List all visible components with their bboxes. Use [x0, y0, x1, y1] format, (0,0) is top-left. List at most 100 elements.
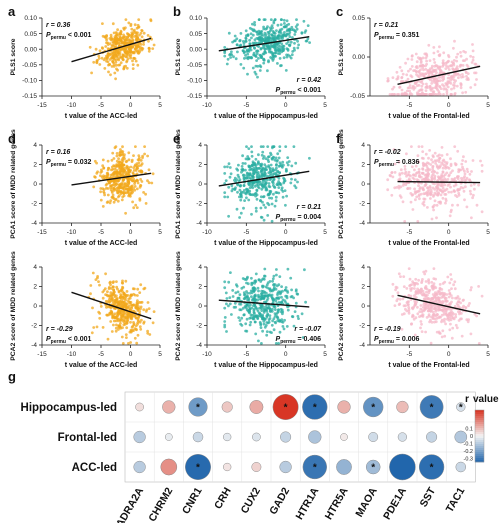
- heatmap-column-label: CNR1: [180, 485, 205, 516]
- scatter-point: [426, 167, 430, 170]
- scatter-point: [296, 39, 299, 43]
- scatter-point: [113, 71, 117, 75]
- scatter-point: [435, 71, 438, 74]
- legend-color-step: [475, 446, 484, 449]
- x-axis-label: t value of the Frontal-led: [388, 240, 469, 247]
- scatter-point: [246, 291, 250, 295]
- scatter-point: [407, 300, 410, 304]
- scatter-point: [223, 320, 227, 323]
- scatter-point: [304, 39, 308, 43]
- scatter-point: [428, 67, 432, 71]
- scatter-point: [283, 25, 287, 29]
- scatter-point: [112, 313, 115, 317]
- scatter-point: [252, 286, 256, 290]
- scatter-point: [438, 188, 442, 192]
- scatter-point: [106, 193, 110, 197]
- y-tick-label: -4: [31, 220, 37, 227]
- scatter-point: [114, 198, 117, 202]
- scatter-point: [276, 316, 279, 319]
- scatter-point: [450, 316, 454, 319]
- heatmap-dot: [418, 454, 445, 480]
- scatter-point: [435, 159, 439, 163]
- scatter-point: [291, 50, 295, 53]
- scatter-point: [130, 306, 134, 310]
- scatter-point: [386, 188, 390, 192]
- scatter-point: [283, 22, 286, 25]
- scatter-point: [407, 311, 411, 315]
- scatter-point: [420, 314, 424, 317]
- scatter-point: [110, 330, 114, 333]
- scatter-point: [138, 320, 142, 324]
- scatter-point: [223, 280, 227, 284]
- scatter-point: [431, 293, 435, 296]
- scatter-point: [102, 166, 106, 170]
- scatter-point: [224, 179, 228, 183]
- scatter-point: [441, 61, 445, 65]
- scatter-point: [294, 289, 298, 293]
- scatter-point: [278, 57, 282, 60]
- scatter-point: [473, 71, 476, 75]
- legend-tick-label: -0.1: [464, 441, 473, 447]
- scatter-point: [296, 46, 300, 50]
- scatter-point: [241, 49, 245, 52]
- scatter-point: [105, 171, 109, 175]
- scatter-point: [223, 323, 227, 327]
- scatter-point: [122, 306, 125, 310]
- scatter-point: [109, 283, 112, 287]
- scatter-point: [280, 295, 283, 299]
- r-stat: r = -0.19: [374, 326, 401, 333]
- scatter-point: [142, 43, 146, 46]
- regression-line: [397, 294, 481, 315]
- scatter-point: [449, 322, 452, 326]
- scatter-points: [386, 145, 484, 223]
- scatter-point: [130, 160, 134, 164]
- scatter-point: [430, 158, 433, 162]
- p-stat: Ppermu < 0.001: [46, 336, 92, 345]
- scatter-point: [109, 306, 113, 310]
- scatter-point: [433, 77, 437, 80]
- scatter-point: [127, 33, 131, 36]
- legend-color-step: [475, 458, 484, 461]
- scatter-point: [243, 305, 247, 309]
- scatter-point: [130, 35, 133, 39]
- legend-color-step: [475, 440, 484, 443]
- scatter-point: [459, 51, 462, 54]
- scatter-point: [450, 287, 453, 290]
- scatter-point: [256, 316, 259, 320]
- scatter-point: [409, 91, 412, 95]
- scatter-point: [240, 324, 244, 327]
- scatter-point: [258, 36, 261, 40]
- x-tick-label: 0: [447, 351, 451, 358]
- x-tick-label: -10: [67, 229, 77, 236]
- scatter-point: [449, 64, 453, 67]
- scatter-point: [424, 169, 428, 172]
- scatter-point: [243, 293, 247, 296]
- scatter-point: [433, 203, 436, 207]
- scatter-point: [445, 162, 448, 166]
- scatter-point: [453, 39, 456, 43]
- p-stat: Ppermu = 0.006: [374, 336, 420, 345]
- legend-color-step: [475, 452, 484, 455]
- scatter-point: [294, 186, 298, 190]
- p-symbol: P: [46, 159, 51, 166]
- scatter-point: [427, 314, 431, 318]
- scatter-point: [239, 184, 243, 187]
- scatter-point: [137, 18, 141, 21]
- scatter-point: [407, 170, 411, 174]
- scatter-point: [115, 152, 119, 155]
- scatter-point: [432, 46, 436, 49]
- scatter-point: [249, 48, 253, 52]
- scatter-point: [464, 160, 468, 163]
- scatter-point: [138, 33, 141, 37]
- scatter-point: [111, 193, 115, 197]
- scatter-point: [122, 178, 126, 182]
- scatter-point: [109, 33, 113, 37]
- scatter-point: [281, 37, 284, 41]
- scatter-point: [447, 183, 451, 186]
- scatter-point: [245, 308, 249, 312]
- scatter-point: [424, 72, 428, 76]
- scatter-point: [430, 82, 434, 85]
- scatter-point: [300, 31, 304, 35]
- scatter-point: [112, 306, 116, 310]
